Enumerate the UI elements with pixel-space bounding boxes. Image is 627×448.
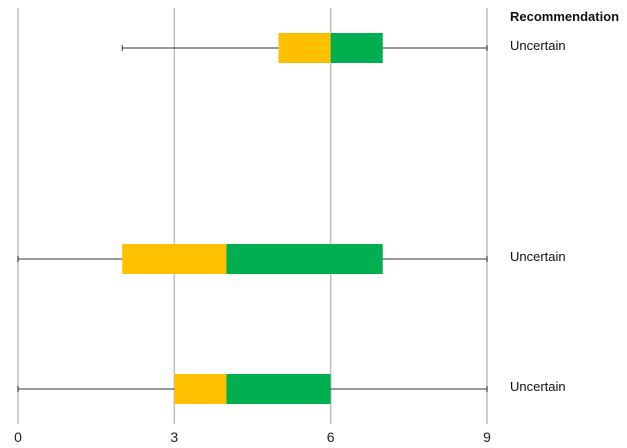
x-tick-label-6: 6: [327, 429, 335, 445]
recommendation-label-1: Uncertain: [510, 38, 566, 53]
recommendation-header: Recommendation: [510, 9, 619, 24]
x-tick-label-9: 9: [483, 429, 491, 445]
whiskers: [17, 45, 488, 392]
box-upper-3: [226, 374, 331, 404]
box-lower-3: [174, 374, 227, 404]
recommendation-label-3: Uncertain: [510, 379, 566, 394]
box-upper-1: [330, 33, 383, 63]
box-upper-2: [226, 244, 383, 274]
x-tick-label-0: 0: [14, 429, 22, 445]
x-axis-ticks: 0 3 6 9: [14, 429, 491, 445]
grid-lines: [17, 8, 488, 424]
box-lower-2: [122, 244, 227, 274]
boxes: [122, 33, 383, 404]
box-lower-1: [278, 33, 331, 63]
recommendation-label-2: Uncertain: [510, 249, 566, 264]
recommendation-column: Recommendation Uncertain Uncertain Uncerta…: [510, 9, 619, 394]
x-tick-label-3: 3: [170, 429, 178, 445]
